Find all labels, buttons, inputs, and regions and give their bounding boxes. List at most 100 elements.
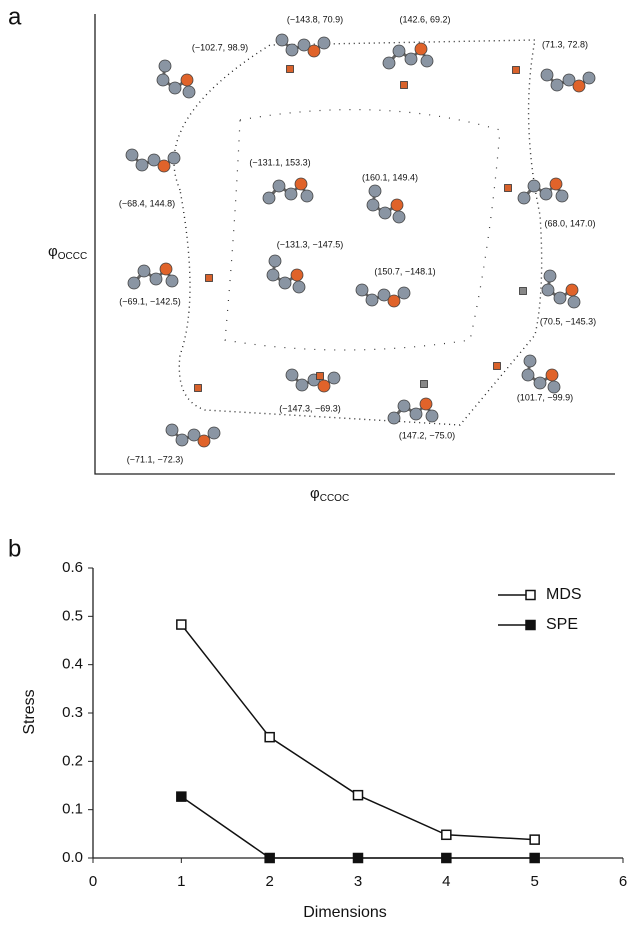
atom (398, 287, 410, 299)
data-point (442, 830, 451, 839)
atom (301, 190, 313, 202)
state-marker (513, 67, 520, 74)
atom (276, 34, 288, 46)
atom (554, 292, 566, 304)
symbol: φ (48, 243, 58, 260)
x-tick-label: 5 (530, 873, 538, 890)
atom (415, 43, 427, 55)
coordinate-label: (−68.4, 144.8) (119, 198, 175, 208)
atom (542, 284, 554, 296)
atom (166, 275, 178, 287)
atom (291, 269, 303, 281)
atom (556, 190, 568, 202)
atom (279, 277, 291, 289)
atom (166, 424, 178, 436)
atom (583, 72, 595, 84)
atom (159, 60, 171, 72)
data-point (177, 792, 186, 801)
legend-label: MDS (546, 586, 582, 603)
atom (398, 400, 410, 412)
atom (295, 178, 307, 190)
atom (293, 281, 305, 293)
atom (126, 149, 138, 161)
x-tick-label: 4 (442, 873, 450, 890)
coordinate-label: (147.2, −75.0) (399, 430, 455, 440)
atom (548, 381, 560, 393)
x-axis-label: φCCOC (310, 485, 349, 504)
atom (534, 377, 546, 389)
atom (420, 398, 432, 410)
atom (369, 185, 381, 197)
coordinate-label: (101.7, −99.9) (517, 392, 573, 402)
atom (566, 284, 578, 296)
y-tick-label: 0.0 (62, 849, 83, 866)
atom (286, 44, 298, 56)
data-point (177, 620, 186, 629)
atom (541, 69, 553, 81)
atom (136, 159, 148, 171)
data-point (265, 854, 274, 863)
state-marker (206, 275, 213, 282)
y-tick-label: 0.2 (62, 752, 83, 769)
atom (160, 263, 172, 275)
atom (128, 277, 140, 289)
atom (181, 74, 193, 86)
atom (379, 207, 391, 219)
state-marker (317, 373, 324, 380)
atom (150, 273, 162, 285)
dot-cloud (174, 40, 542, 425)
coordinate-label: (−147.3, −69.3) (279, 403, 341, 413)
atom (426, 410, 438, 422)
coordinate-label: (−131.3, −147.5) (277, 239, 344, 249)
atom (393, 45, 405, 57)
data-point (530, 854, 539, 863)
atom (138, 265, 150, 277)
y-tick-label: 0.5 (62, 607, 83, 624)
atom (308, 45, 320, 57)
atom (158, 160, 170, 172)
atom (285, 188, 297, 200)
coordinate-label: (−71.1, −72.3) (127, 454, 184, 464)
series-line (181, 797, 534, 858)
atom (410, 408, 422, 420)
y-tick-label: 0.4 (62, 656, 83, 673)
atom (356, 284, 368, 296)
coordinate-label: (−69.1, −142.5) (119, 296, 181, 306)
coordinate-label: (142.6, 69.2) (399, 14, 450, 24)
state-marker (520, 288, 527, 295)
series-line (181, 625, 534, 840)
data-point (530, 835, 539, 844)
atom (169, 82, 181, 94)
atom (183, 86, 195, 98)
x-tick-label: 2 (265, 873, 273, 890)
panel-label: a (8, 3, 22, 30)
y-tick-label: 0.6 (62, 559, 83, 576)
legend-marker (526, 621, 535, 630)
coordinate-label: (150.7, −148.1) (374, 266, 435, 276)
axes (93, 568, 623, 858)
state-marker (421, 381, 428, 388)
legend-marker (526, 591, 535, 600)
atom (388, 295, 400, 307)
panel-label: b (8, 535, 21, 562)
atom (546, 369, 558, 381)
atom (550, 178, 562, 190)
atom (540, 188, 552, 200)
x-tick-label: 0 (89, 873, 97, 890)
atom (518, 192, 530, 204)
atom (367, 199, 379, 211)
atom (208, 427, 220, 439)
atom (296, 379, 308, 391)
x-tick-label: 6 (619, 873, 627, 890)
subscript: CCOC (320, 493, 349, 504)
atom (267, 269, 279, 281)
coordinate-label: (−102.7, 98.9) (192, 42, 248, 52)
legend-label: SPE (546, 616, 578, 633)
data-point (265, 733, 274, 742)
atom (176, 434, 188, 446)
y-axis-label: φOCCC (48, 243, 87, 262)
atom (263, 192, 275, 204)
atom (328, 372, 340, 384)
atom (198, 435, 210, 447)
atom (522, 369, 534, 381)
